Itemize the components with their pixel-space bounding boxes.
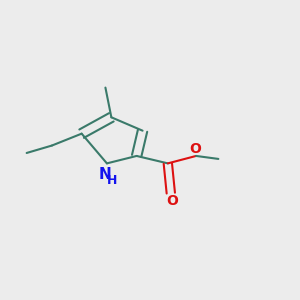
Text: N: N bbox=[99, 167, 112, 182]
Text: O: O bbox=[166, 194, 178, 208]
Text: O: O bbox=[189, 142, 201, 155]
Text: H: H bbox=[107, 174, 117, 187]
